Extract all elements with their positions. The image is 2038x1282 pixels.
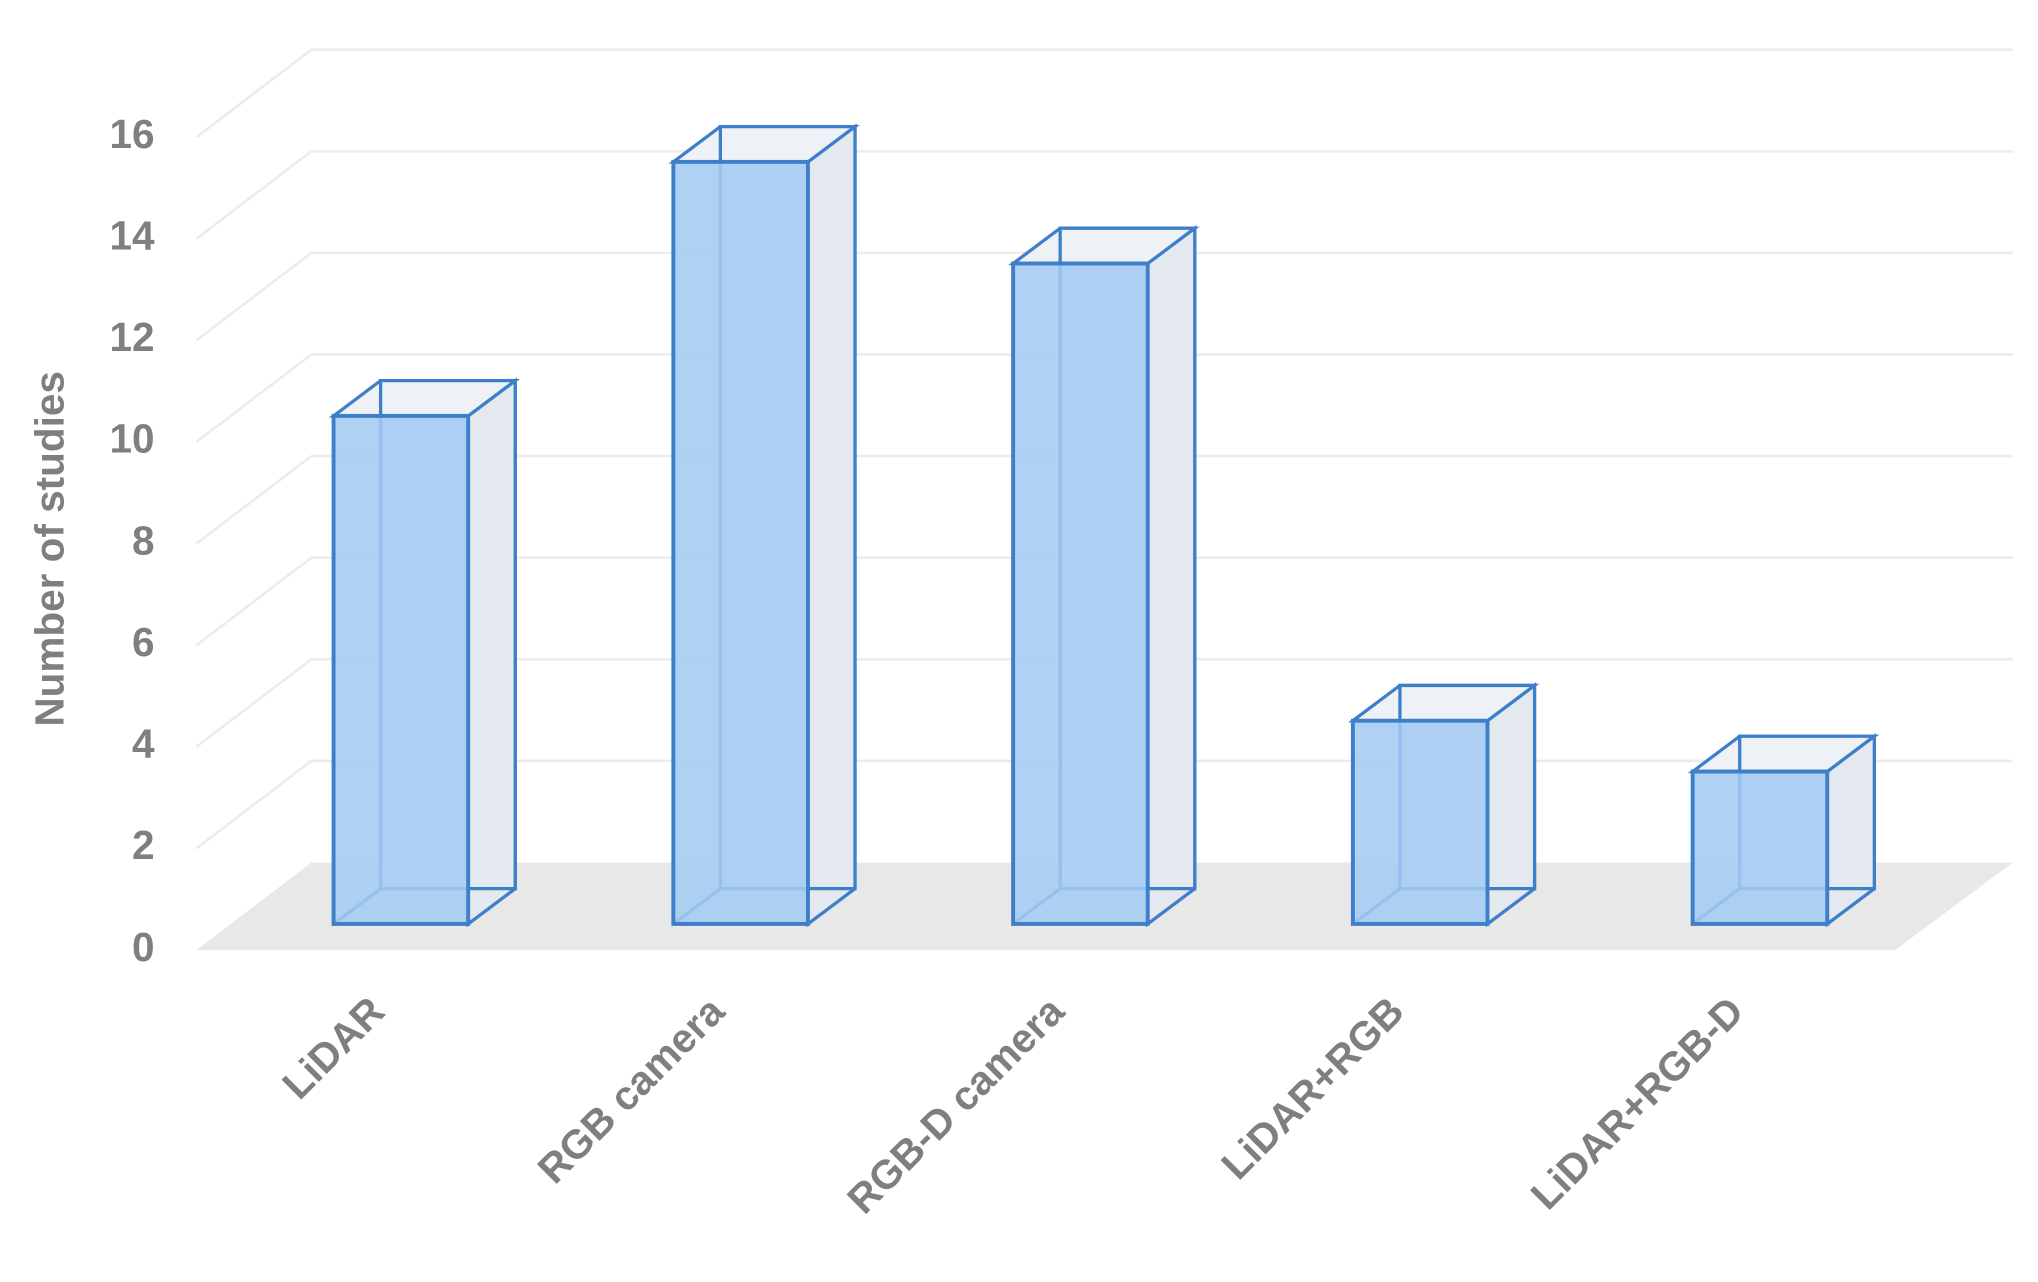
grid-line [195,48,313,139]
bar-side [466,377,517,928]
x-tick-label: LiDAR+RGB-D [1522,988,1753,1219]
x-tick-label: LiDAR+RGB [1212,988,1412,1188]
grid-line [195,556,313,647]
bar-side [1146,224,1197,928]
y-tick-label: 8 [132,517,155,563]
grid-line [195,150,313,240]
x-tick-label: RGB-D camera [838,987,1073,1222]
grid-line [195,251,313,342]
x-tick-label: RGB camera [529,987,734,1192]
x-tick-label: LiDAR [273,988,393,1108]
y-tick-label: 10 [109,416,154,462]
y-tick-label: 0 [132,924,155,970]
y-tick-label: 16 [109,111,154,157]
y-tick-label: 2 [132,822,155,868]
bar [1011,261,1150,926]
y-tick-label: 14 [109,213,155,259]
grid-line [195,353,313,444]
grid-line [195,455,313,545]
y-tick-label: 6 [132,619,155,665]
grid-line [195,658,313,748]
grid-line [195,759,313,850]
bar [671,159,810,926]
bar [1350,718,1490,926]
y-axis-title: Number of studies [26,371,72,727]
bar [331,413,471,926]
y-tick-label: 4 [132,721,155,767]
y-tick-label: 12 [109,314,154,360]
bar [1690,769,1830,926]
bar-side [806,123,857,928]
